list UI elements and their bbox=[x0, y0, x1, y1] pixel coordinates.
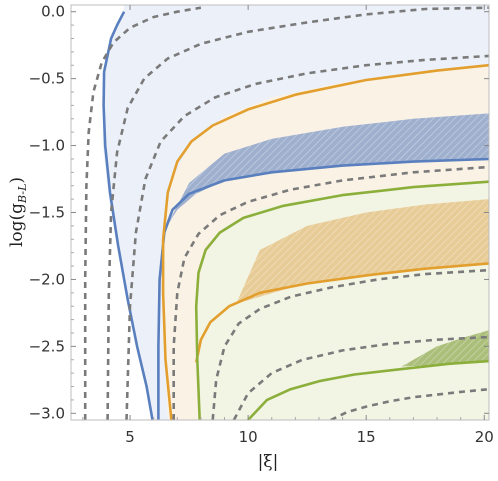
green-curve-5 bbox=[247, 359, 489, 420]
y-tick-label: −2.5 bbox=[29, 337, 65, 355]
dashed-curve-6 bbox=[83, 6, 202, 420]
y-axis-title-main: log(g bbox=[7, 203, 27, 247]
x-tick-label: 5 bbox=[125, 428, 135, 446]
blue-band-hatch bbox=[165, 113, 489, 229]
curves bbox=[83, 6, 489, 420]
dashed-curve-10 bbox=[211, 268, 489, 420]
green-band-hatch bbox=[401, 330, 489, 367]
x-axis-title: |ξ| bbox=[258, 452, 279, 472]
orange-curve-2 bbox=[161, 63, 489, 420]
orange-band-hatch bbox=[236, 199, 489, 304]
blue-curve-0 bbox=[102, 11, 154, 420]
orange-curve-3 bbox=[194, 262, 489, 363]
y-axis-title-close: ) bbox=[7, 177, 27, 184]
dashed-curve-8 bbox=[125, 54, 489, 420]
y-tick-label: −2.0 bbox=[29, 270, 65, 288]
y-axis-title: log(gB-L) bbox=[7, 177, 29, 247]
y-tick-label: −1.5 bbox=[29, 204, 65, 222]
blue-curve-1 bbox=[157, 157, 489, 420]
y-tick-label: −0.5 bbox=[29, 70, 65, 88]
x-tick-label: 10 bbox=[239, 428, 258, 446]
green-curve-4 bbox=[194, 180, 489, 420]
x-tick-label: 15 bbox=[357, 428, 376, 446]
shaded-regions bbox=[102, 5, 489, 420]
dashed-curve-7 bbox=[106, 6, 489, 420]
y-tick-label: 0.0 bbox=[41, 3, 65, 21]
dashed-curve-11 bbox=[232, 335, 489, 420]
x-tick-label: 20 bbox=[475, 428, 494, 446]
y-axis-title-subscript: B-L bbox=[16, 184, 29, 204]
y-tick-label: −1.0 bbox=[29, 137, 65, 155]
axis-ticks: 5 10 15 20 0.0 −0.5 −1.0 −1.5 −2.0 −2.5 −3.0 bbox=[29, 3, 494, 446]
y-tick-label: −3.0 bbox=[29, 404, 65, 422]
